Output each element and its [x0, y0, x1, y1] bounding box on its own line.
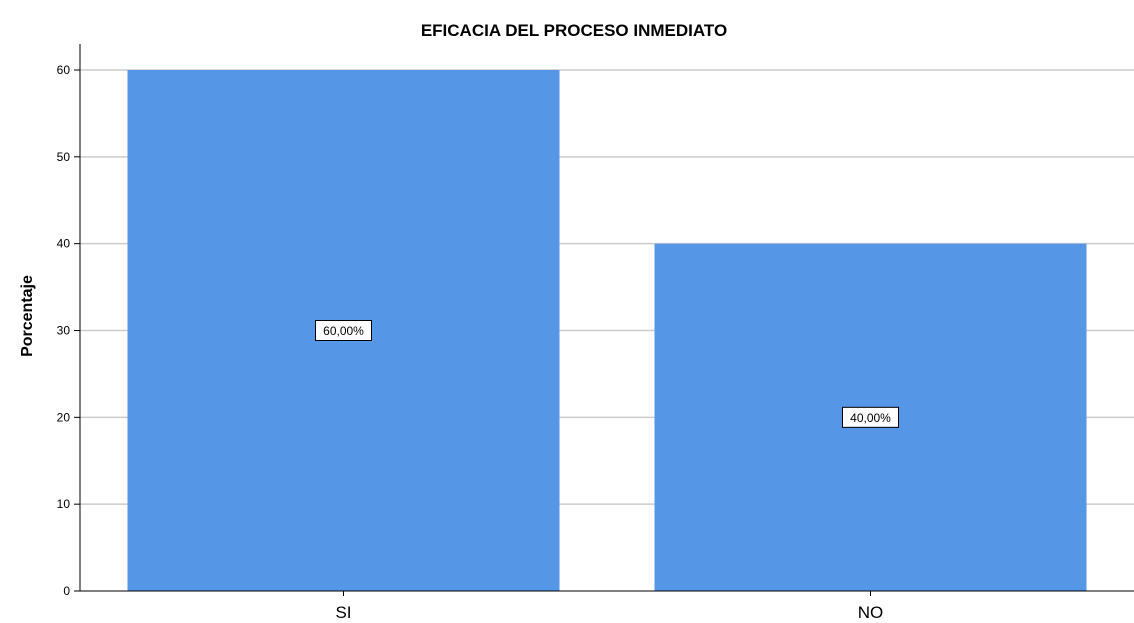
- x-ticks: SI NO: [335, 591, 883, 622]
- y-tick-label: 50: [57, 150, 71, 164]
- y-tick-label: 10: [57, 497, 71, 511]
- data-label: 60,00%: [323, 324, 364, 338]
- x-tick-label: SI: [335, 603, 351, 622]
- y-tick-label: 20: [57, 410, 71, 424]
- data-label-box: [842, 406, 899, 428]
- y-ticks: 0 10 20 30 40 50 60: [57, 63, 80, 598]
- data-label: 40,00%: [850, 411, 891, 425]
- y-axis-label: Porcentaje: [19, 275, 36, 357]
- data-labels: 60,00% 40,00%: [315, 320, 899, 428]
- axes: [79, 44, 1134, 592]
- y-tick-label: 60: [57, 63, 71, 77]
- y-tick-label: 40: [57, 237, 71, 251]
- bars: [127, 70, 1087, 591]
- chart-title: EFICACIA DEL PROCESO INMEDIATO: [421, 21, 727, 40]
- data-label-box: [315, 320, 372, 341]
- y-tick-label: 30: [57, 324, 71, 338]
- x-tick-label: NO: [858, 603, 884, 622]
- y-tick-label: 0: [63, 584, 70, 598]
